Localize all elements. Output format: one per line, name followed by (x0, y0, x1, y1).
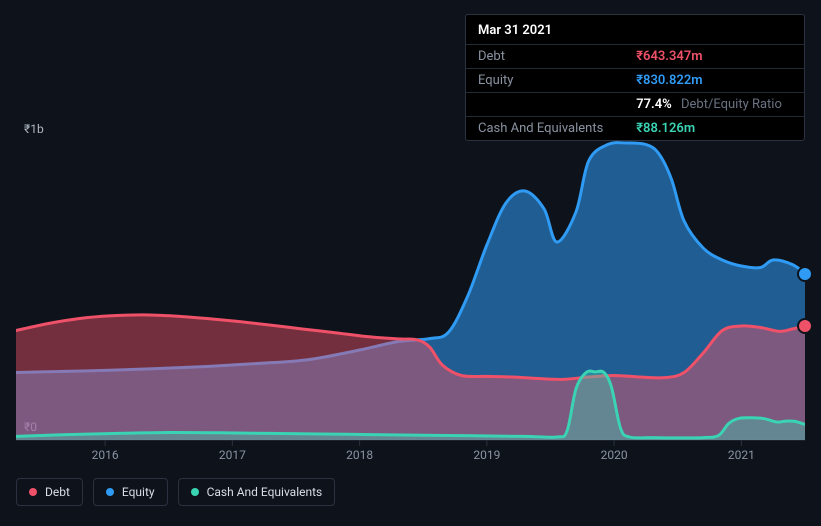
chart-svg (16, 140, 805, 460)
tooltip-row-label: Equity (466, 69, 624, 93)
x-axis-tick: 2020 (601, 448, 628, 462)
legend-dot-icon (106, 488, 114, 496)
x-axis-tick: 2021 (728, 448, 755, 462)
tooltip-row-label (466, 93, 624, 117)
x-axis-tick: 2019 (473, 448, 500, 462)
legend-label: Debt (45, 485, 70, 499)
legend-item-cash[interactable]: Cash And Equivalents (178, 478, 336, 506)
legend-dot-icon (29, 488, 37, 496)
x-axis-tick: 2018 (346, 448, 373, 462)
tooltip-row-value: 77.4% Debt/Equity Ratio (624, 93, 804, 117)
plot-area[interactable] (16, 140, 805, 440)
end-marker-debt (797, 318, 813, 334)
tooltip-date: Mar 31 2021 (466, 15, 804, 44)
legend-item-equity[interactable]: Equity (93, 478, 168, 506)
x-axis-tick: 2017 (219, 448, 246, 462)
legend-dot-icon (191, 488, 199, 496)
x-axis-tick: 2016 (92, 448, 119, 462)
y-axis-tick-max: ₹1b (24, 122, 44, 136)
tooltip-row-value: ₹830.822m (624, 69, 804, 93)
tooltip-row-label: Cash And Equivalents (466, 117, 624, 141)
tooltip-row-label: Debt (466, 45, 624, 69)
legend-label: Equity (122, 485, 155, 499)
legend-item-debt[interactable]: Debt (16, 478, 83, 506)
chart-tooltip: Mar 31 2021 Debt₹643.347mEquity₹830.822m… (465, 14, 805, 141)
tooltip-row-value: ₹643.347m (624, 45, 804, 69)
debt-equity-chart: Mar 31 2021 Debt₹643.347mEquity₹830.822m… (0, 0, 821, 526)
end-marker-equity (797, 266, 813, 282)
legend-label: Cash And Equivalents (207, 485, 323, 499)
chart-legend: Debt Equity Cash And Equivalents (16, 478, 335, 506)
tooltip-table: Debt₹643.347mEquity₹830.822m77.4% Debt/E… (466, 44, 804, 140)
tooltip-row-value: ₹88.126m (624, 117, 804, 141)
